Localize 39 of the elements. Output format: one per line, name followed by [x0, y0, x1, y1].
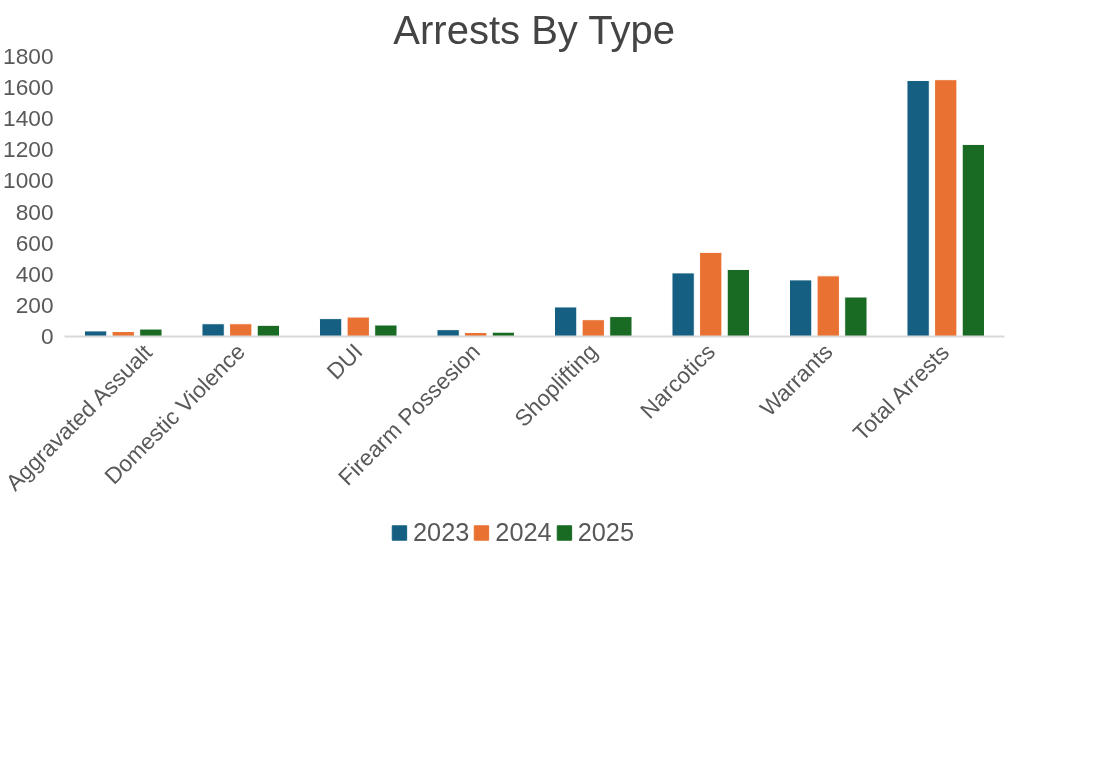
- bar: [346, 316, 370, 337]
- bar: [671, 272, 695, 337]
- legend-label: 2025: [577, 517, 635, 547]
- bar: [726, 268, 751, 337]
- y-tick-label: 200: [15, 291, 54, 318]
- bar: [491, 331, 516, 337]
- y-tick-label: 1800: [3, 43, 54, 69]
- bar: [374, 324, 398, 337]
- bar: [934, 79, 958, 337]
- y-tick-label: 800: [15, 198, 54, 225]
- bar: [788, 279, 813, 337]
- y-tick-label: 1400: [3, 105, 54, 132]
- bar: [139, 328, 163, 337]
- legend-label: 2024: [495, 517, 552, 547]
- bar: [464, 331, 488, 337]
- bar: [83, 330, 108, 337]
- y-tick-label: 400: [15, 260, 54, 287]
- bar: [699, 251, 723, 337]
- bar: [609, 316, 633, 337]
- y-tick-label: 600: [15, 229, 54, 256]
- bar: [553, 306, 578, 337]
- bar: [201, 323, 225, 337]
- bar: [844, 296, 868, 337]
- y-tick-label: 1200: [3, 136, 54, 163]
- bar: [581, 319, 605, 337]
- bar: [318, 318, 343, 337]
- bar: [111, 331, 135, 337]
- bar: [436, 329, 460, 337]
- bar: [906, 79, 930, 337]
- y-tick-label: 1600: [3, 74, 54, 101]
- y-tick-label: 0: [40, 323, 54, 349]
- legend-label: 2023: [412, 517, 470, 547]
- bar: [229, 323, 253, 337]
- x-tick-label: DUI: [321, 338, 368, 385]
- bar: [961, 143, 986, 337]
- chart-title: Arrests By Type: [393, 7, 675, 52]
- bar: [256, 324, 281, 337]
- y-tick-label: 1000: [3, 167, 54, 194]
- bar: [816, 275, 840, 337]
